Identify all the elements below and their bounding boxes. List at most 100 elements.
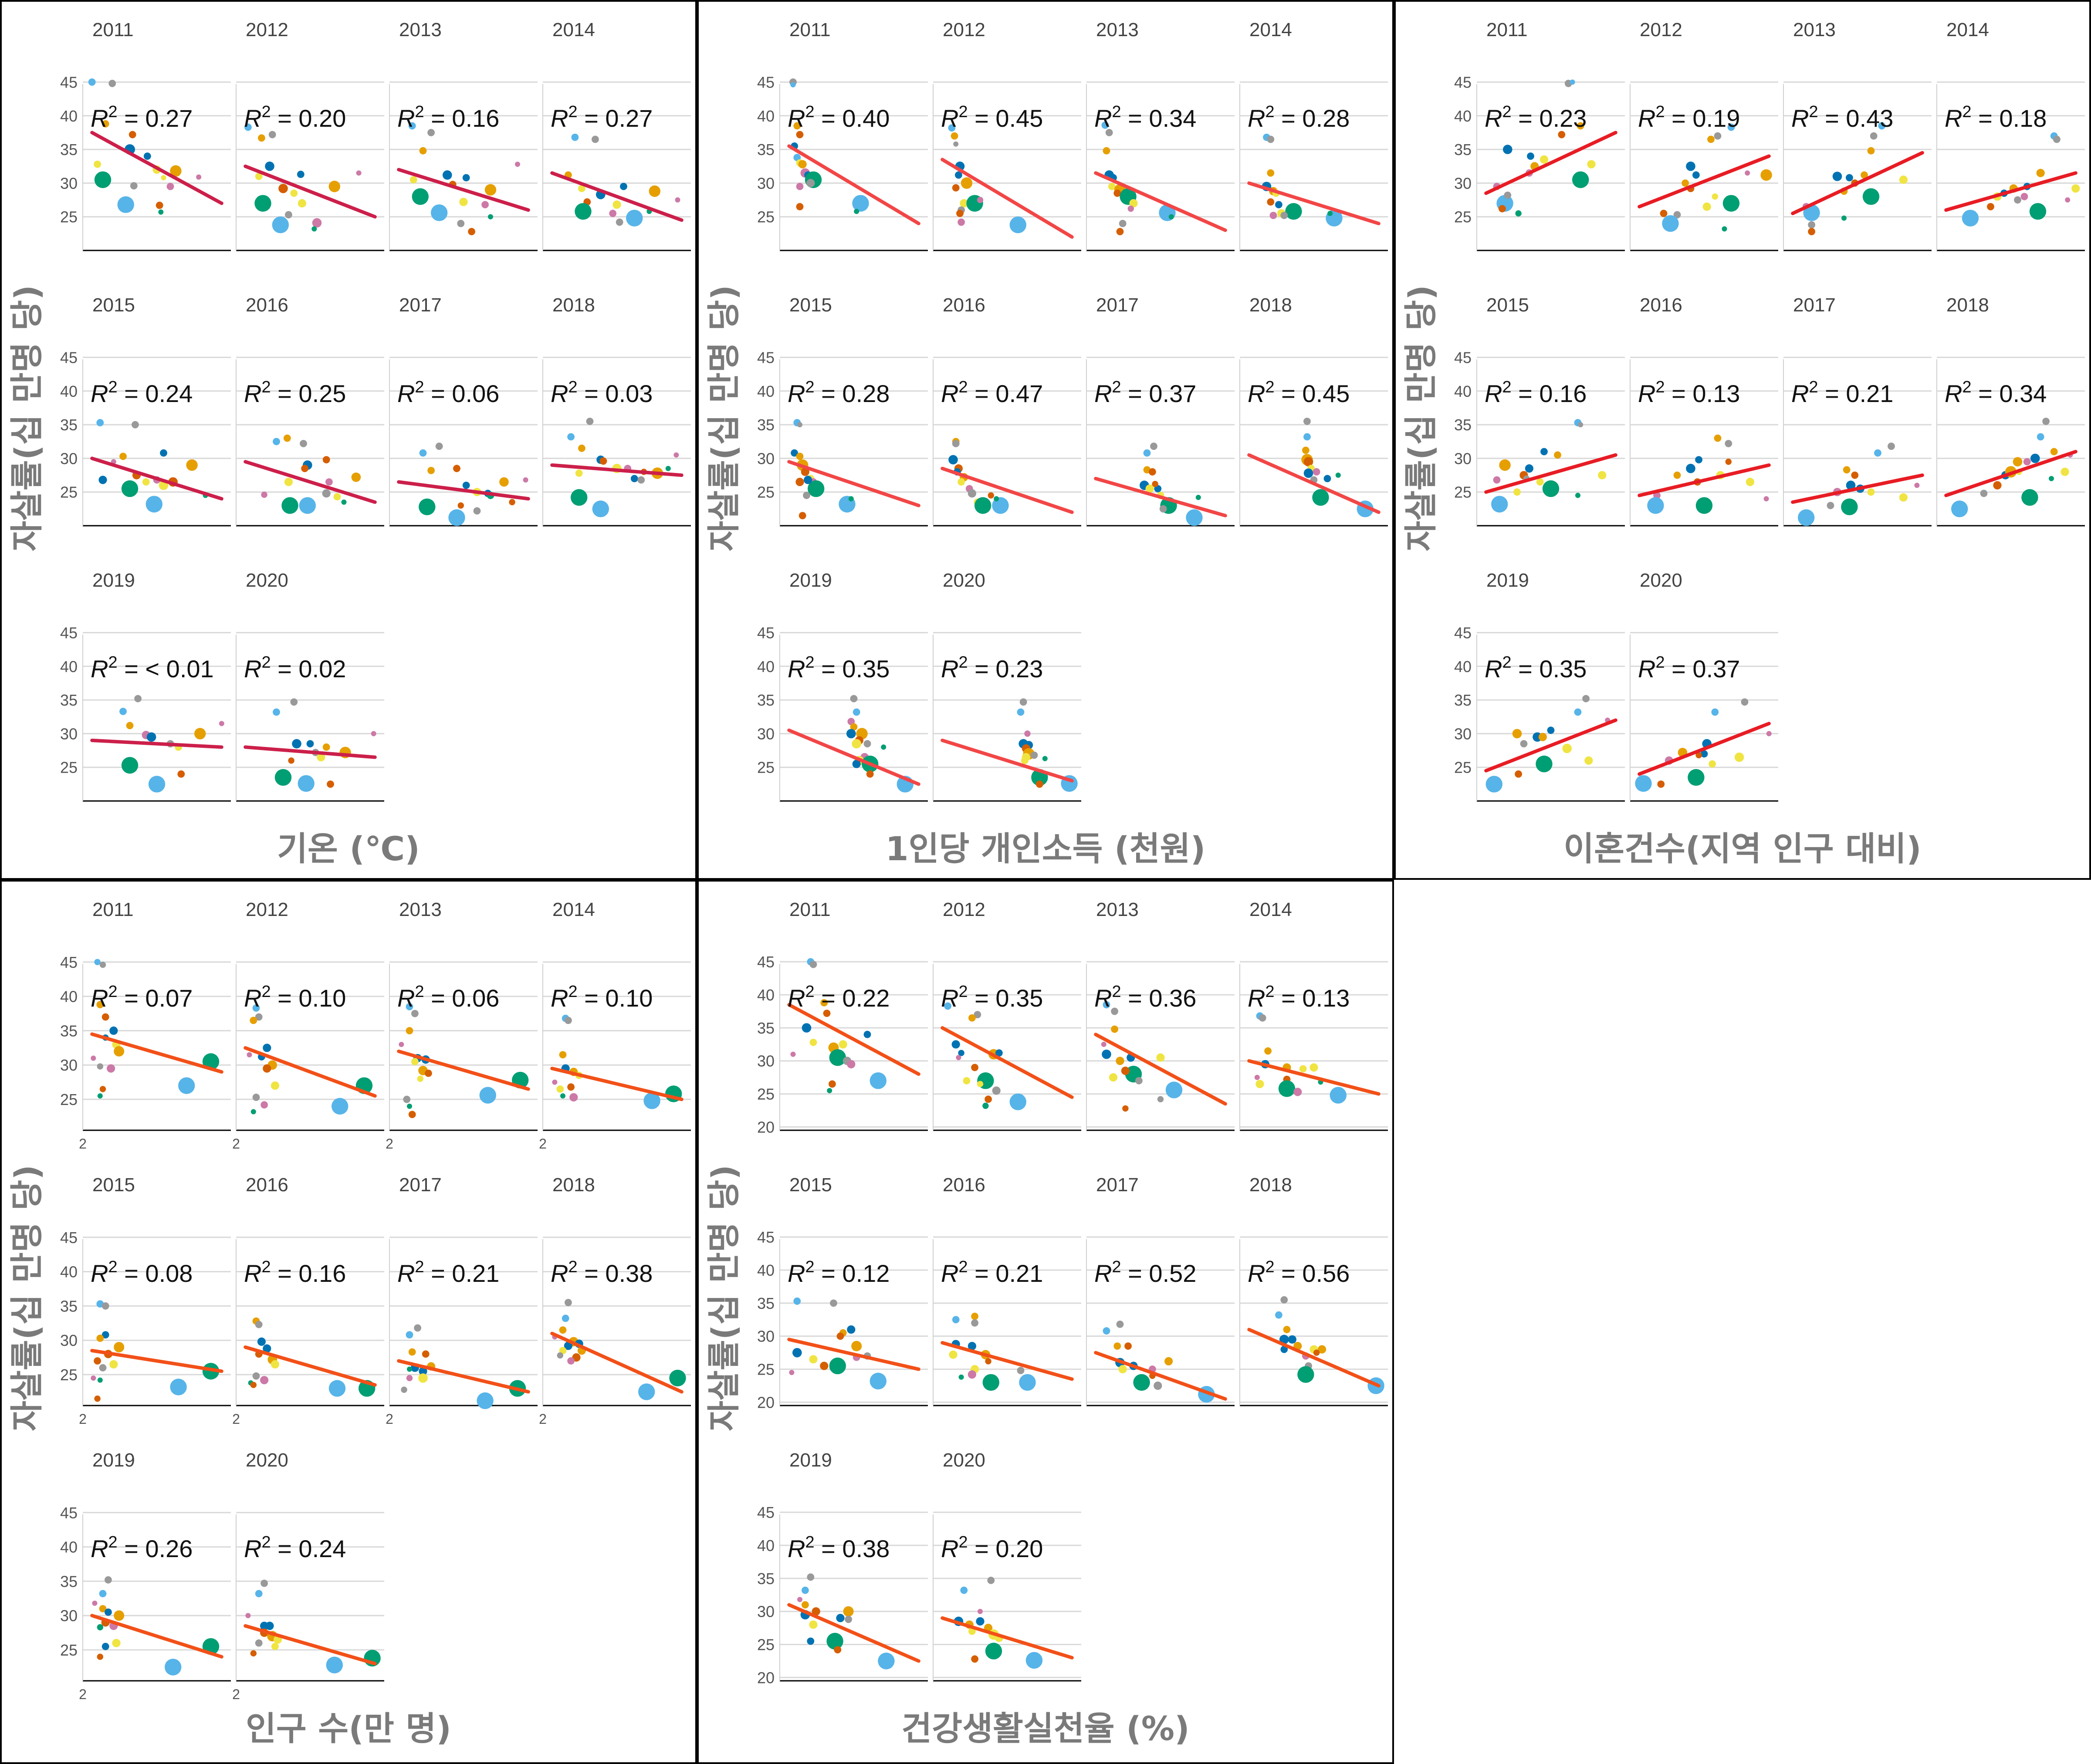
y-tick-label: 25 — [757, 208, 775, 226]
data-point — [114, 1610, 125, 1621]
panel-year-label: 2015 — [789, 1174, 832, 1196]
data-point — [592, 500, 609, 517]
trend-line — [787, 1003, 920, 1076]
trend-line — [1247, 1328, 1380, 1388]
data-point — [852, 739, 861, 749]
panel-2013: 2013 2 R2 = 0.06 — [386, 899, 538, 1152]
data-point — [2042, 417, 2050, 425]
data-point — [866, 770, 874, 778]
data-point — [333, 493, 341, 500]
data-point — [1303, 468, 1313, 478]
data-point — [830, 1299, 837, 1307]
data-point — [406, 1375, 413, 1382]
data-point — [958, 478, 965, 486]
data-point — [1318, 1345, 1326, 1354]
r-squared-label: R2 = 0.56 — [1248, 1258, 1350, 1287]
data-point — [1558, 131, 1566, 139]
chart-block-5: 자살률(십 만명 당) 건강생활실천율 (%) 2011 20 25 30 35 40 45 R2… — [697, 880, 1394, 1764]
data-point — [638, 1383, 655, 1400]
data-point — [1577, 122, 1584, 130]
panel-year-label: 2016 — [246, 1174, 288, 1196]
data-point — [1285, 203, 1302, 220]
panel-2012: 2012 R2 = 0.20 — [236, 19, 384, 251]
data-point — [479, 1087, 497, 1104]
data-point — [1309, 1063, 1318, 1072]
data-point — [322, 456, 330, 463]
data-point — [1280, 1345, 1288, 1353]
data-point — [2065, 197, 2071, 203]
data-point — [560, 1093, 565, 1099]
data-point — [1288, 1335, 1296, 1344]
data-point — [1578, 422, 1583, 428]
data-point — [96, 419, 104, 426]
data-point — [960, 1586, 968, 1594]
y-tick-label: 30 — [757, 1328, 775, 1345]
panel-year-label: 2012 — [246, 19, 288, 41]
panel-year-label: 2013 — [1793, 19, 1836, 41]
data-point — [457, 220, 465, 227]
panel-year-label: 2012 — [943, 19, 985, 41]
data-point — [271, 1081, 280, 1090]
data-point — [1725, 458, 1732, 465]
data-point — [673, 452, 679, 458]
data-point — [1888, 443, 1895, 450]
data-point — [92, 1600, 98, 1606]
data-point — [255, 1013, 263, 1021]
data-point — [1103, 1327, 1110, 1335]
trend-line — [1484, 453, 1617, 494]
data-point — [669, 1369, 686, 1387]
data-point — [1157, 1096, 1164, 1102]
data-point — [129, 131, 136, 139]
data-point — [793, 122, 801, 130]
data-point — [1914, 483, 1920, 488]
y-tick-label: 45 — [60, 348, 78, 366]
data-point — [1024, 730, 1031, 737]
data-point — [247, 1052, 252, 1058]
trend-line — [1944, 449, 2077, 497]
y-tick-label: 30 — [1454, 174, 1472, 192]
data-point — [2030, 453, 2040, 463]
r-squared-label: R2 = 0.36 — [1094, 983, 1196, 1012]
panel-year-label: 2013 — [1096, 899, 1139, 920]
panel-year-label: 2011 — [92, 899, 134, 920]
data-point — [803, 492, 810, 499]
y-tick-label: 45 — [1454, 348, 1472, 366]
r-squared-label: R2 = 0.28 — [788, 378, 890, 407]
data-point — [1527, 152, 1534, 160]
r-squared-label: R2 = 0.52 — [1094, 1258, 1196, 1287]
data-point — [1499, 459, 1511, 471]
x-tick-label: 2 — [79, 1136, 87, 1152]
data-point — [1119, 220, 1127, 227]
data-point — [1485, 776, 1502, 793]
data-point — [575, 203, 592, 220]
r-squared-label: R2 = 0.45 — [941, 103, 1043, 132]
data-point — [863, 740, 871, 747]
data-point — [797, 422, 802, 428]
data-point — [948, 124, 956, 132]
data-point — [146, 732, 156, 742]
y-tick-label: 45 — [757, 73, 775, 91]
y-tick-label: 25 — [60, 208, 78, 226]
data-point — [1575, 493, 1580, 498]
x-tick-label: 2 — [79, 1686, 87, 1702]
data-point — [836, 1332, 844, 1340]
trend-line — [1638, 154, 1771, 209]
data-point — [419, 498, 436, 515]
data-point — [1168, 214, 1174, 220]
y-tick-label: 30 — [757, 449, 775, 467]
y-tick-label: 45 — [60, 1229, 78, 1247]
data-point — [992, 1086, 1001, 1095]
data-point — [1297, 1366, 1314, 1383]
data-point — [1647, 497, 1664, 514]
data-point — [1150, 443, 1157, 450]
panel-year-label: 2014 — [552, 19, 595, 41]
data-point — [1036, 780, 1043, 788]
data-point — [675, 197, 680, 203]
data-point — [853, 708, 860, 716]
data-point — [974, 497, 991, 514]
data-point — [325, 478, 333, 486]
data-point — [952, 184, 960, 192]
data-point — [457, 502, 464, 509]
data-point — [846, 729, 856, 739]
trend-line — [90, 1032, 223, 1074]
